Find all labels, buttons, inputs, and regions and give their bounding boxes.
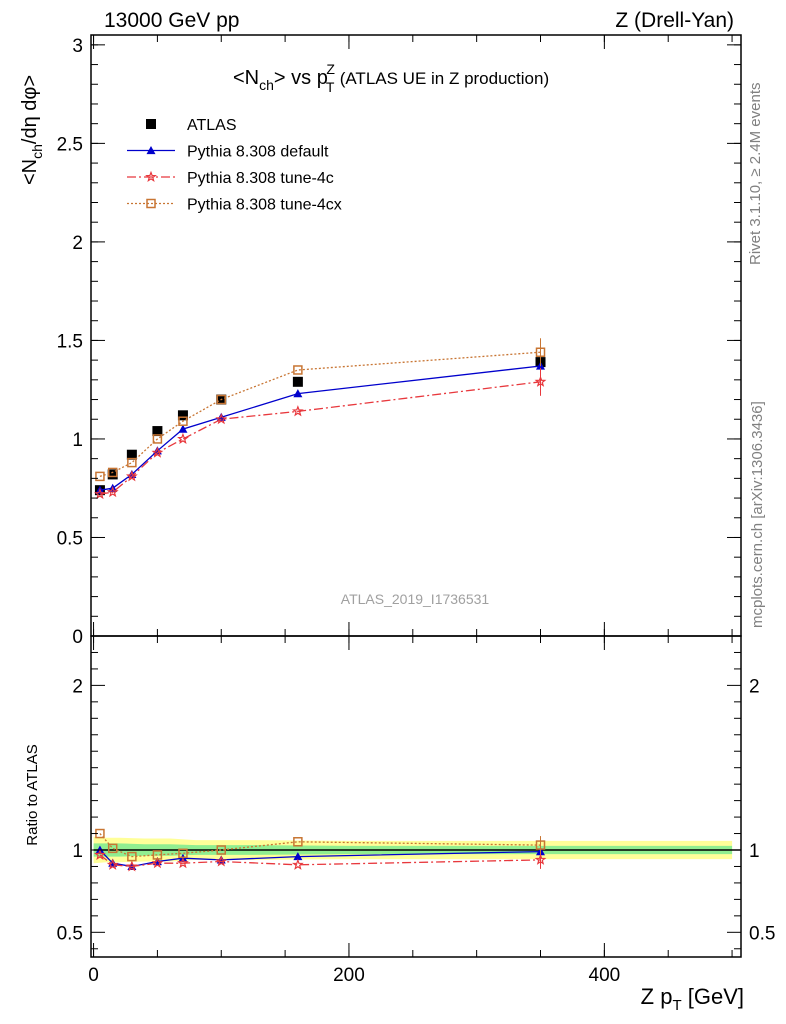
x-tick-label: 200 — [333, 965, 365, 986]
ratio-y-axis-label: Ratio to ATLAS — [24, 744, 41, 845]
series-default — [95, 352, 546, 494]
header-process: Z (Drell-Yan) — [615, 9, 734, 32]
data-point-tune4c — [177, 432, 189, 444]
data-point-tune4c — [215, 413, 228, 425]
main-plot-panel: 0 0.5 1 1.5 2 2.5 3 ATLAS_2019_I1736531 <Nch> … — [19, 34, 742, 648]
ratio-point-tune4cx — [216, 845, 227, 855]
ratio-point-tune4c — [151, 856, 164, 869]
legend-marker-tune4cx — [146, 198, 156, 209]
legend-label-default: Pythia 8.308 default — [187, 144, 329, 161]
series-line-tune4c — [99, 381, 541, 495]
ratio-point-tune4cx — [178, 848, 188, 859]
ratio-y-tick-label-right: 2 — [749, 676, 760, 697]
data-point-tune4c — [151, 446, 164, 458]
rivet-version: Rivet 3.1.10, ≥ 2.4M events — [747, 83, 764, 266]
mcplots-credit: mcplots.cern.ch [arXiv:1306.3436] — [749, 401, 766, 628]
series-line-tune4cx — [99, 351, 541, 478]
plot-title: <Nch> vs pTZ (ATLAS UE in Z production) — [233, 61, 549, 95]
ratio-point-tune4c — [534, 853, 547, 865]
data-point-data — [292, 376, 303, 387]
data-point-tune4cx — [107, 467, 118, 478]
data-point-data — [107, 469, 118, 480]
ratio-point-tune4cx — [293, 837, 303, 847]
data-point-tune4cx — [535, 347, 546, 357]
y-tick-label: 1 — [72, 430, 83, 451]
y-tick-label: 3 — [72, 36, 83, 57]
legend: ATLAS Pythia 8.308 default Pythia 8.308 tu… — [127, 117, 342, 214]
ratio-plot-panel: 0.5 0.5 1 1 2 2 0 200 400 Ratio to ATLAS Z pT [G… — [24, 635, 775, 1014]
data-point-tune4c — [106, 485, 119, 498]
data-point-default — [293, 389, 303, 398]
y-tick-label: 1.5 — [57, 331, 83, 352]
data-point-tune4cx — [293, 365, 303, 375]
y-tick-label: 0.5 — [57, 528, 83, 549]
ratio-y-tick-label-right: 1 — [749, 841, 760, 862]
series-tune4cx — [95, 338, 546, 482]
ratio-point-tune4c — [106, 858, 119, 870]
data-point-tune4cx — [216, 394, 227, 405]
ratio-y-tick-label-left: 2 — [72, 676, 83, 697]
y-axis-label: <Nch/dη dφ> — [19, 75, 45, 185]
data-point-default — [178, 424, 188, 433]
ratio-point-tune4cx — [127, 851, 137, 862]
legend-marker-default — [146, 146, 156, 155]
ratio-y-tick-label-right: 0.5 — [749, 923, 775, 944]
ratio-point-tune4cx — [152, 850, 163, 860]
ratio-y-tick-label-left: 0.5 — [57, 923, 83, 944]
ratio-point-tune4cx — [535, 840, 546, 850]
data-point-tune4c — [534, 375, 547, 387]
ratio-point-tune4c — [94, 848, 106, 860]
series-tune4c — [94, 367, 547, 500]
data-point-tune4cx — [178, 416, 188, 426]
data-point-tune4c — [125, 470, 138, 482]
ratio-point-tune4c — [291, 858, 304, 870]
y-tick-label: 2 — [72, 233, 83, 254]
legend-label-tune4c: Pythia 8.308 tune-4c — [187, 170, 334, 187]
analysis-watermark: ATLAS_2019_I1736531 — [341, 591, 490, 607]
x-tick-label: 400 — [589, 965, 621, 986]
y-tick-label: 2.5 — [57, 134, 83, 155]
ratio-point-tune4cx — [107, 843, 118, 854]
data-point-data — [152, 426, 163, 437]
legend-label-tune4cx: Pythia 8.308 tune-4cx — [187, 197, 342, 214]
data-point-tune4cx — [127, 457, 137, 468]
x-axis-label: Z pT [GeV] — [641, 984, 744, 1014]
data-point-tune4cx — [95, 471, 105, 482]
series-line-default — [99, 365, 541, 491]
x-tick-label: 0 — [88, 965, 99, 986]
ratio-point-tune4c — [125, 860, 138, 872]
data-point-data — [126, 449, 137, 460]
data-point-tune4c — [291, 405, 304, 417]
ratio-point-default — [293, 852, 303, 861]
ratio-series-tune4c — [94, 848, 547, 872]
ratio-y-tick-label-left: 1 — [72, 841, 83, 862]
header-energy: 13000 GeV pp — [104, 9, 239, 32]
ratio-point-tune4c — [177, 856, 189, 869]
data-point-data — [177, 410, 188, 421]
series-data — [94, 357, 546, 496]
data-point-tune4c — [94, 487, 106, 500]
ratio-line-tune4c — [99, 854, 541, 868]
legend-marker-tune4c — [145, 170, 157, 183]
data-point-tune4cx — [152, 434, 163, 444]
legend-marker-data — [146, 119, 156, 129]
legend-label-data: ATLAS — [187, 117, 237, 134]
ratio-plot-frame — [90, 635, 742, 958]
ratio-point-tune4c — [215, 855, 228, 867]
y-tick-label: 0 — [72, 627, 83, 648]
